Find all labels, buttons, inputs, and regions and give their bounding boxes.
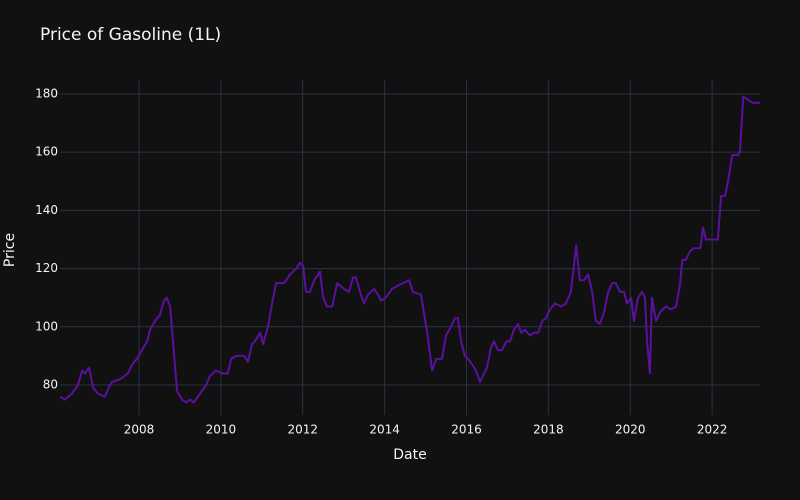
x-tick-label: 2016	[451, 423, 482, 437]
x-tick-label: 2010	[206, 423, 237, 437]
y-tick-label: 180	[35, 86, 58, 100]
data-line	[59, 95, 760, 404]
x-tick-label: 2018	[533, 423, 564, 437]
y-tick-label: 80	[43, 378, 58, 392]
chart-title: Price of Gasoline (1L)	[40, 25, 221, 45]
x-tick-label: 2012	[287, 423, 318, 437]
x-tick-label: 2022	[697, 423, 728, 437]
y-tick-label: 100	[35, 319, 58, 333]
y-tick-label: 160	[35, 145, 58, 159]
y-axis-title: Price	[2, 233, 18, 267]
y-tick-label: 120	[35, 261, 58, 275]
y-tick-label: 140	[35, 203, 58, 217]
x-tick-label: 2020	[615, 423, 646, 437]
x-tick-label: 2008	[124, 423, 155, 437]
x-axis-title: Date	[393, 447, 426, 463]
x-tick-label: 2014	[369, 423, 400, 437]
